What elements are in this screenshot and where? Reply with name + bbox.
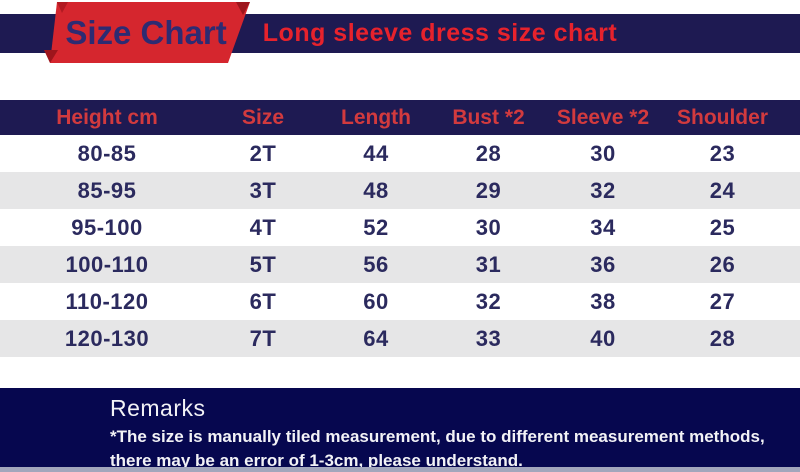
size-table: Height cm Size Length Bust *2 Sleeve *2 … bbox=[0, 100, 800, 357]
table-cell-bust: 30 bbox=[475, 214, 502, 240]
column-header-shoulder: Shoulder bbox=[676, 105, 768, 129]
column-header-length: Length bbox=[341, 105, 411, 129]
page-title: Long sleeve dress size chart bbox=[262, 19, 618, 47]
column-header-size: Size bbox=[241, 105, 285, 129]
table-cell-size: 2T bbox=[249, 140, 277, 166]
ribbon-banner bbox=[44, 2, 250, 63]
table-cell-bust: 32 bbox=[475, 288, 502, 314]
remarks-panel: Remarks *The size is manually tiled meas… bbox=[0, 388, 800, 470]
table-cell-height: 100-110 bbox=[65, 251, 149, 277]
table-row: 85-95 3T 48 29 32 24 bbox=[0, 172, 800, 209]
ribbon-body bbox=[50, 2, 250, 63]
table-cell-height: 120-130 bbox=[64, 325, 150, 351]
table-cell-shoulder: 28 bbox=[709, 325, 736, 351]
table-cell-shoulder: 26 bbox=[709, 251, 736, 277]
table-cell-length: 52 bbox=[363, 214, 389, 240]
table-cell-size: 7T bbox=[249, 325, 277, 351]
table-cell-sleeve: 34 bbox=[590, 214, 616, 240]
column-header-sleeve: Sleeve *2 bbox=[556, 105, 650, 129]
table-cell-shoulder: 24 bbox=[709, 177, 736, 203]
table-row: 80-85 2T 44 28 30 23 bbox=[0, 135, 800, 172]
table-cell-sleeve: 40 bbox=[590, 325, 616, 351]
table-cell-sleeve: 36 bbox=[590, 251, 616, 277]
table-row: 95-100 4T 52 30 34 25 bbox=[0, 209, 800, 246]
table-cell-bust: 31 bbox=[475, 251, 502, 277]
ribbon-fold-top-left bbox=[57, 2, 68, 13]
table-cell-height: 80-85 bbox=[77, 140, 137, 166]
table-header-row: Height cm Size Length Bust *2 Sleeve *2 … bbox=[0, 100, 800, 135]
table-cell-shoulder: 23 bbox=[709, 140, 736, 166]
table-cell-length: 44 bbox=[363, 140, 389, 166]
remarks-heading: Remarks bbox=[110, 395, 206, 421]
table-cell-size: 3T bbox=[249, 177, 277, 203]
table-cell-size: 5T bbox=[249, 251, 277, 277]
table-cell-height: 95-100 bbox=[71, 214, 143, 240]
table-cell-shoulder: 25 bbox=[709, 214, 736, 240]
table-cell-length: 60 bbox=[363, 288, 389, 314]
table-cell-sleeve: 30 bbox=[590, 140, 616, 166]
table-cell-length: 64 bbox=[363, 325, 389, 351]
table-cell-shoulder: 27 bbox=[709, 288, 736, 314]
table-row: 120-130 7T 64 33 40 28 bbox=[0, 320, 800, 357]
table-cell-length: 48 bbox=[363, 177, 389, 203]
ribbon-label: Size Chart bbox=[65, 14, 227, 51]
table-cell-bust: 33 bbox=[475, 325, 502, 351]
table-cell-height: 110-120 bbox=[65, 288, 149, 314]
column-header-bust: Bust *2 bbox=[452, 105, 525, 129]
table-cell-size: 6T bbox=[249, 288, 277, 314]
table-cell-size: 4T bbox=[249, 214, 277, 240]
remarks-line-2: there may be an error of 1-3cm, please u… bbox=[110, 451, 523, 470]
ribbon-fold-bottom-left bbox=[44, 50, 58, 63]
table-cell-length: 56 bbox=[363, 251, 389, 277]
table-cell-bust: 28 bbox=[475, 140, 502, 166]
remarks-line-1: *The size is manually tiled measurement,… bbox=[110, 427, 765, 446]
column-header-height: Height cm bbox=[56, 105, 158, 129]
ribbon-fold-top-right bbox=[236, 2, 250, 15]
table-cell-bust: 29 bbox=[475, 177, 502, 203]
table-row: 110-120 6T 60 32 38 27 bbox=[0, 283, 800, 320]
table-row: 100-110 5T 56 31 36 26 bbox=[0, 246, 800, 283]
table-cell-sleeve: 38 bbox=[590, 288, 616, 314]
table-cell-height: 85-95 bbox=[77, 177, 137, 203]
table-cell-sleeve: 32 bbox=[590, 177, 616, 203]
footer-strip bbox=[0, 467, 800, 472]
